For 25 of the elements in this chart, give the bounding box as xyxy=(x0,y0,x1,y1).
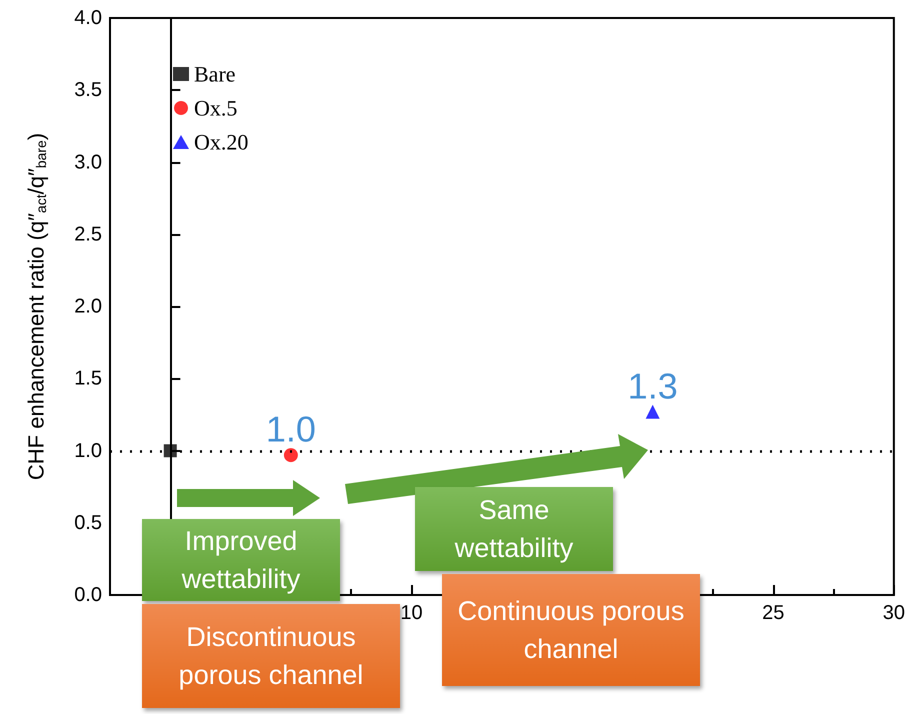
y-tick-label: 4.0 xyxy=(74,7,102,29)
legend-label: Ox.20 xyxy=(194,130,248,154)
y-tick-label: 0.0 xyxy=(74,584,102,606)
y-tick-label: 1.5 xyxy=(74,368,102,390)
x-tick-label: 25 xyxy=(762,602,784,624)
y-tick-label: 3.0 xyxy=(74,151,102,174)
annotation: 1.3 xyxy=(628,365,678,406)
point xyxy=(164,444,177,458)
legend-label: Ox.5 xyxy=(194,96,238,120)
annotation: Same wettability xyxy=(415,487,613,571)
y-tick-label: 2.5 xyxy=(74,223,102,246)
y-tick-label: 1.0 xyxy=(74,440,102,462)
point xyxy=(284,448,298,462)
annotation: 1.0 xyxy=(266,408,316,450)
x-tick-label: 10 xyxy=(400,602,423,624)
point xyxy=(646,404,660,419)
x-tick-label: 30 xyxy=(882,602,905,624)
y-tick-label: 3.5 xyxy=(74,79,102,102)
y-axis-title: CHF enhancement ratio (q″act/q″bare) xyxy=(24,132,49,480)
legend-label: Bare xyxy=(194,62,236,86)
y-tick-label: 0.5 xyxy=(74,512,102,534)
text: Discontinuous porous channel xyxy=(142,604,400,708)
annotation: Improved wettability xyxy=(142,519,340,601)
y-tick-label: 2.0 xyxy=(74,296,102,318)
text: Continuous porous channel xyxy=(442,574,700,686)
